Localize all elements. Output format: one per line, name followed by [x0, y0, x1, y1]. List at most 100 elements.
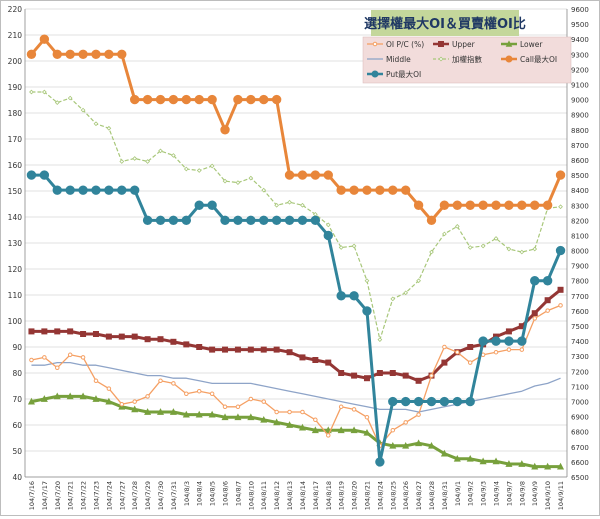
data-point: [247, 346, 254, 353]
right-tick-label: 9100: [571, 81, 589, 89]
data-point: [351, 243, 357, 249]
data-point: [530, 200, 540, 210]
x-tick-label: 104/7/20: [54, 481, 62, 510]
left-tick-label: 60: [12, 421, 22, 430]
data-point: [312, 357, 319, 363]
data-point: [542, 200, 553, 210]
data-point: [80, 355, 86, 360]
data-point: [413, 396, 424, 407]
data-point: [119, 159, 125, 164]
data-point: [194, 200, 204, 210]
data-point: [67, 352, 73, 358]
x-tick-label: 104/8/6: [222, 481, 230, 506]
right-tick-label: 7400: [571, 338, 589, 346]
data-point: [155, 94, 166, 105]
data-point: [222, 178, 228, 184]
data-point: [80, 331, 87, 337]
data-point: [156, 408, 165, 415]
data-point: [544, 462, 552, 470]
data-point: [439, 396, 450, 407]
data-point: [323, 170, 333, 180]
data-point: [325, 222, 331, 228]
x-tick-label: 104/7/16: [28, 481, 36, 510]
data-point: [479, 457, 487, 465]
right-tick-label: 8200: [571, 217, 589, 225]
data-point: [415, 377, 422, 384]
x-tick-label: 104/8/24: [376, 481, 384, 510]
data-point: [144, 336, 151, 343]
data-point: [39, 34, 50, 44]
data-point: [390, 427, 396, 433]
data-point: [438, 56, 444, 62]
data-point: [542, 276, 553, 286]
data-point: [248, 396, 254, 402]
left-tick-label: 40: [12, 473, 22, 482]
data-point: [209, 346, 216, 353]
data-point: [555, 245, 566, 256]
data-point: [247, 413, 255, 421]
data-point: [426, 396, 437, 407]
data-point: [362, 185, 372, 195]
data-point: [157, 336, 164, 343]
data-point: [196, 344, 203, 350]
data-point: [337, 426, 345, 434]
data-point: [441, 359, 448, 366]
data-point: [310, 215, 321, 226]
data-point: [402, 441, 410, 449]
data-point: [400, 185, 411, 195]
data-point: [363, 375, 370, 382]
data-point: [261, 399, 266, 404]
x-tick-label: 104/8/14: [299, 481, 307, 510]
right-tick-label: 9500: [571, 21, 589, 29]
data-point: [375, 185, 385, 195]
series-line: [31, 394, 561, 469]
data-point: [389, 370, 396, 376]
right-axis: 6500 6600 6700 6800 6900 7000 7100 7200 7300 7400…: [566, 6, 589, 482]
data-point: [466, 454, 474, 462]
data-point: [67, 95, 73, 101]
data-point: [271, 94, 282, 105]
series-0: [29, 303, 563, 449]
data-point: [41, 328, 48, 335]
data-point: [106, 386, 112, 391]
chart-title-group: 選擇權最大OI＆買賣權OI比: [364, 10, 526, 36]
x-tick-label: 104/7/21: [67, 481, 75, 510]
legend-item: OI P/C (%): [367, 40, 424, 49]
series-line: [31, 304, 561, 447]
legend-item: Call最大OI: [501, 54, 557, 64]
data-point: [336, 185, 346, 195]
data-point: [558, 204, 563, 210]
data-point: [338, 370, 345, 376]
right-tick-label: 9600: [571, 6, 589, 14]
data-point: [338, 404, 344, 410]
x-tick-label: 104/7/29: [144, 481, 152, 510]
data-point: [402, 372, 409, 379]
data-point: [286, 349, 293, 356]
data-point: [66, 392, 74, 400]
series-2: [27, 392, 565, 470]
data-point: [260, 415, 268, 423]
data-point: [158, 378, 163, 384]
data-point: [467, 245, 473, 250]
data-point: [26, 49, 37, 59]
data-point: [438, 41, 444, 47]
x-tick-label: 104/9/2: [467, 481, 475, 506]
data-point: [299, 354, 306, 361]
legend-label: OI P/C (%): [386, 40, 424, 49]
data-point: [91, 185, 101, 195]
data-point: [274, 202, 280, 208]
right-tick-label: 6500: [571, 474, 589, 482]
right-tick-label: 9400: [571, 36, 589, 44]
data-point: [260, 346, 267, 353]
data-point: [233, 215, 243, 226]
legend-item: Upper: [433, 40, 476, 49]
x-tick-label: 104/8/27: [415, 481, 423, 510]
data-point: [310, 170, 321, 180]
data-point: [440, 449, 448, 457]
data-point: [234, 413, 242, 421]
data-point: [181, 94, 192, 105]
data-point: [55, 365, 60, 371]
right-tick-label: 6900: [571, 414, 589, 422]
data-point: [144, 408, 152, 415]
left-tick-label: 200: [8, 57, 23, 66]
